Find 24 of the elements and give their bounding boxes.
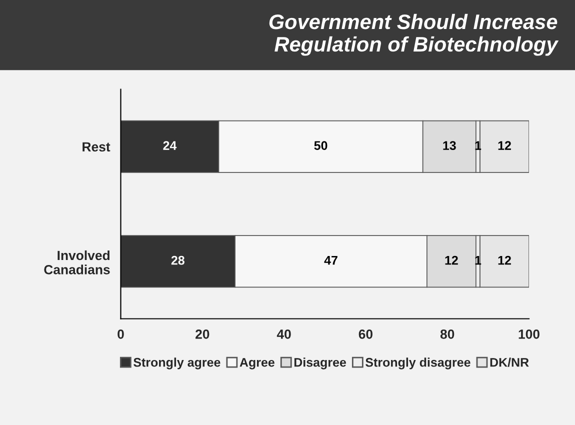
legend-label: Strongly agree bbox=[134, 358, 220, 370]
data-label: 28 bbox=[171, 256, 184, 265]
data-label: 12 bbox=[498, 141, 511, 150]
bar bbox=[480, 120, 529, 173]
legend-label: Strongly disagree bbox=[366, 358, 470, 370]
x-tick-label: 60 bbox=[358, 330, 372, 339]
x-tick-label: 80 bbox=[440, 330, 454, 339]
legend-label: Disagree bbox=[294, 358, 346, 370]
chart-title: Government Should Increase Regulation of Biotechnology bbox=[269, 14, 559, 56]
data-label: 47 bbox=[324, 256, 338, 265]
data-label: 13 bbox=[443, 141, 456, 150]
y-tick-label: Rest bbox=[82, 142, 110, 152]
legend-label: Agree bbox=[240, 358, 274, 370]
x-tick-label: 100 bbox=[518, 330, 540, 339]
x-tick-label: 0 bbox=[118, 330, 124, 339]
data-label: 12 bbox=[445, 256, 458, 265]
x-tick-label: 40 bbox=[276, 330, 291, 339]
legend-label: DK/NR bbox=[490, 358, 529, 367]
x-tick-label: 20 bbox=[196, 330, 210, 339]
y-tick-label: Involved Canadians bbox=[44, 250, 110, 274]
data-label: 24 bbox=[163, 141, 177, 150]
bar bbox=[480, 235, 529, 288]
data-label: 50 bbox=[314, 141, 328, 150]
data-label: 12 bbox=[498, 256, 511, 265]
